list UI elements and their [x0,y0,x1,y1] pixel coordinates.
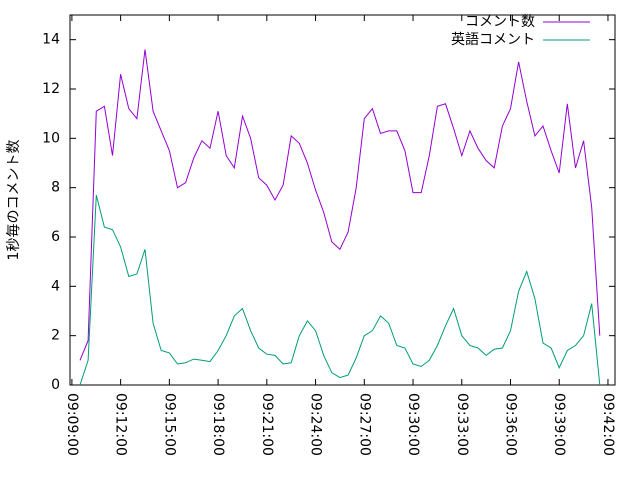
x-tick-label: 09:09:00 [64,393,80,456]
plot-frame [69,14,616,386]
x-tick-label: 09:12:00 [113,393,129,456]
x-tick-label: 09:21:00 [259,393,275,456]
series-line [79,194,601,386]
x-tick-label: 09:30:00 [405,393,421,456]
y-tick-label: 14 [42,32,60,48]
y-tick-label: 4 [51,278,60,294]
y-tick-label: 6 [51,229,60,245]
legend-label: 英語コメント [451,31,535,48]
x-tick-label: 09:39:00 [551,393,567,456]
x-tick-label: 09:15:00 [161,393,177,456]
y-axis-label: 1秒毎のコメント数 [6,140,22,261]
x-tick-label: 09:42:00 [600,393,616,456]
x-tick-label: 09:33:00 [454,393,470,456]
y-tick-label: 8 [51,180,60,196]
y-tick-label: 2 [51,328,60,344]
series-line [79,49,601,361]
y-tick-label: 10 [42,130,60,146]
y-tick-label: 12 [42,81,60,97]
x-tick-label: 09:18:00 [210,393,226,456]
x-tick-label: 09:27:00 [356,393,372,456]
x-tick-label: 09:24:00 [308,393,324,456]
x-tick-label: 09:36:00 [502,393,518,456]
legend-label: コメント数 [465,14,535,30]
y-tick-label: 0 [51,377,60,393]
